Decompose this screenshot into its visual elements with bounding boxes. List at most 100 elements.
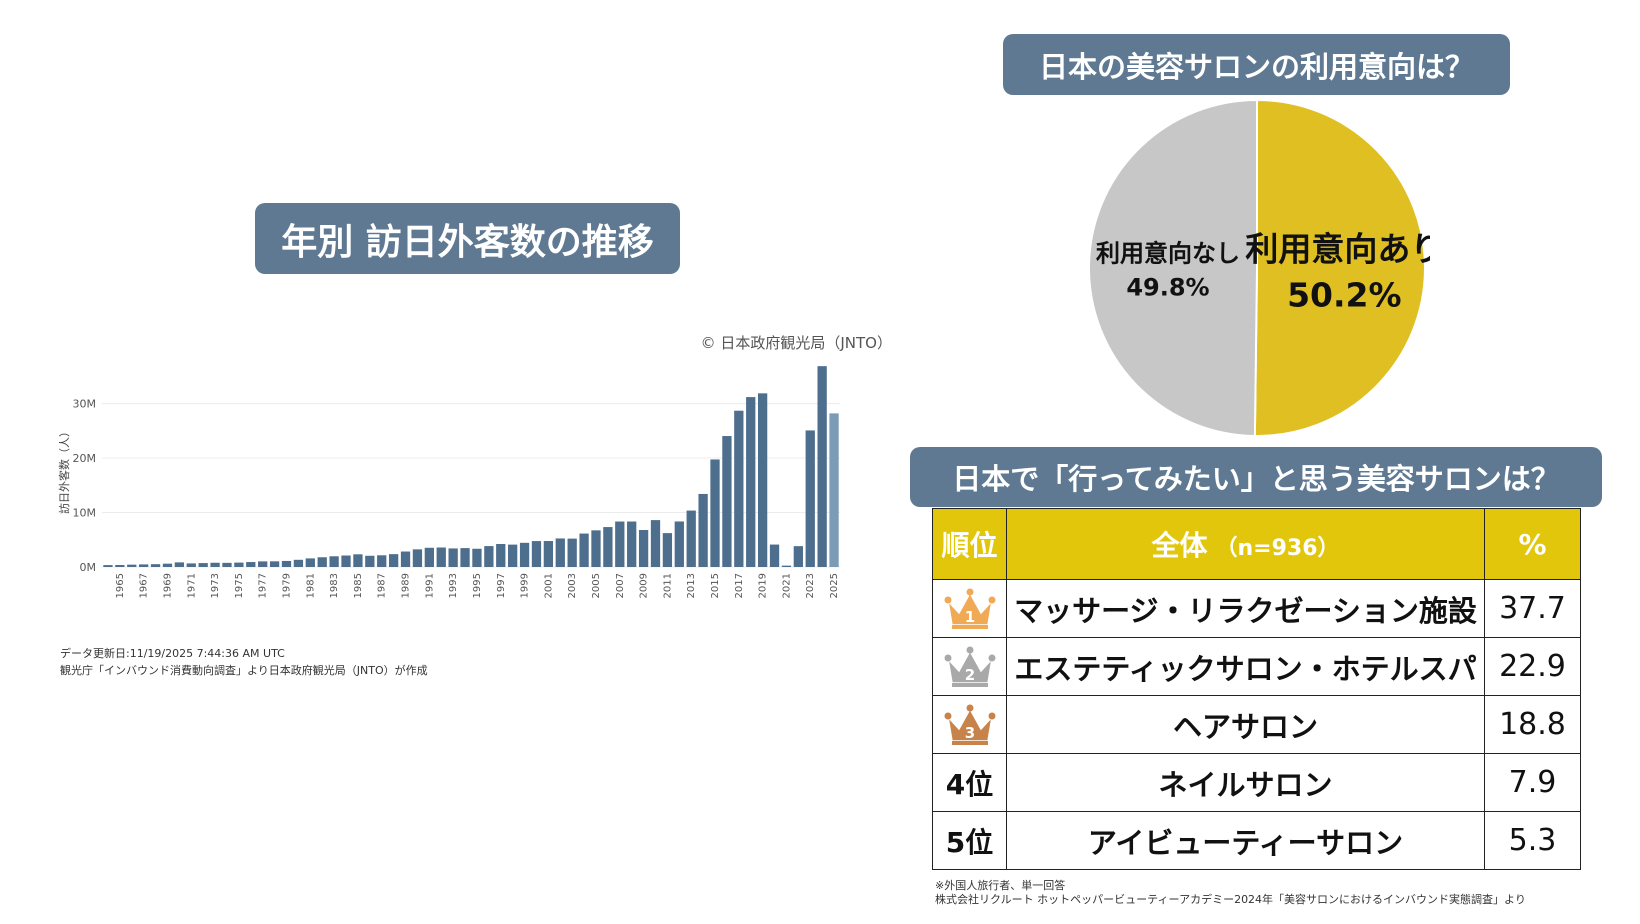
percent-cell: 7.9: [1484, 753, 1581, 812]
x-tick-label: 1985: [353, 573, 364, 598]
pie-slice-label: 利用意向あり: [1245, 230, 1430, 269]
bar: [293, 559, 304, 567]
x-tick-label: 2025: [829, 573, 840, 598]
bar: [769, 544, 780, 567]
x-tick-label: 1987: [377, 573, 388, 598]
x-tick-label: 1977: [258, 573, 269, 598]
y-axis-ticks: 0M 10M 20M 30M: [73, 398, 97, 574]
bar-chart-title: 年別 訪日外客数の推移: [255, 203, 680, 274]
x-tick-label: 1967: [139, 573, 150, 598]
table-row: 5位 アイビューティーサロン 5.3: [932, 811, 1581, 870]
salon-type-cell: ネイルサロン: [1006, 753, 1485, 812]
bar: [103, 565, 113, 567]
x-tick-label: 1973: [210, 573, 221, 598]
bar: [222, 562, 232, 567]
table-title: 日本で「行ってみたい」と思う美容サロンは？: [910, 447, 1602, 507]
x-tick-label: 1989: [401, 573, 412, 598]
pie-slice-value: 49.8%: [1126, 273, 1209, 301]
header-all: 全体 （n=936）: [1006, 508, 1485, 580]
bar: [234, 562, 244, 567]
header-percent: %: [1484, 508, 1581, 580]
x-tick-label: 2021: [781, 573, 792, 598]
x-tick-label: 2013: [686, 573, 697, 598]
bar: [139, 564, 149, 567]
bar: [400, 551, 411, 567]
pie-slice-label: 利用意向なし: [1096, 239, 1240, 267]
bar: [281, 560, 292, 567]
update-date-note: データ更新日:11/19/2025 7:44:36 AM UTC: [60, 647, 285, 660]
x-tick-label: 1999: [520, 573, 531, 598]
header-all-sample: （n=936）: [1215, 536, 1340, 561]
table-row: 3 ヘアサロン 18.8: [932, 695, 1581, 754]
x-tick-label: 2001: [543, 573, 554, 598]
bar: [817, 366, 827, 567]
percent-cell: 37.7: [1484, 579, 1581, 638]
bar: [638, 530, 649, 567]
salon-type-cell: エステティックサロン・ホテルスパ: [1006, 637, 1485, 696]
percent-cell: 22.9: [1484, 637, 1581, 696]
bar: [781, 565, 792, 567]
bar: [353, 554, 363, 567]
x-tick-label: 1991: [424, 573, 435, 598]
table-source-note: 株式会社リクルート ホットペッパービューティーアカデミー2024年「美容サロンに…: [935, 893, 1526, 906]
table-footnote: ※外国人旅行者、単一回答: [935, 879, 1066, 892]
table-row: 4位 ネイルサロン 7.9: [932, 753, 1581, 812]
x-tick-label: 1995: [472, 573, 483, 598]
x-axis-ticks: 1965 1967 1969 1971 1973 1975 1977 1979 1981 1983…: [115, 573, 840, 598]
pie-slice: [1253, 98, 1426, 437]
x-tick-label: 1993: [448, 573, 459, 598]
x-tick-label: 1969: [162, 573, 173, 598]
bar: [615, 521, 625, 567]
bar: [746, 397, 756, 567]
x-tick-label: 2011: [662, 573, 673, 598]
bar: [115, 564, 125, 567]
x-tick-label: 2009: [639, 573, 650, 598]
bar: [365, 555, 375, 567]
x-tick-label: 1983: [329, 573, 340, 598]
x-tick-label: 1965: [115, 573, 126, 598]
x-tick-label: 2019: [758, 573, 769, 598]
bar: [603, 527, 613, 567]
bar: [436, 547, 446, 567]
salon-type-cell: アイビューティーサロン: [1006, 811, 1485, 870]
svg-text:2: 2: [964, 666, 974, 684]
rank-cell: 5位: [932, 811, 1007, 870]
x-tick-label: 1979: [282, 573, 293, 598]
table-header-row: 順位 全体 （n=936） %: [932, 508, 1581, 580]
y-tick-label: 20M: [73, 452, 97, 465]
x-tick-label: 1975: [234, 573, 245, 598]
salon-ranking-table: 順位 全体 （n=936） % 1 マッサージ・リラクゼーション施設 37.7: [932, 508, 1581, 870]
bar: [519, 542, 530, 567]
bar: [341, 555, 351, 567]
x-tick-label: 2023: [805, 573, 816, 598]
x-tick-label: 2017: [734, 573, 745, 598]
pie-slice-value: 50.2%: [1287, 276, 1402, 315]
x-tick-label: 2007: [615, 573, 626, 598]
bar: [508, 544, 518, 567]
x-tick-label: 2015: [710, 573, 721, 598]
percent-cell: 5.3: [1484, 811, 1581, 870]
table-row: 2 エステティックサロン・ホテルスパ 22.9: [932, 637, 1581, 696]
bar: [258, 561, 268, 567]
bar: [829, 413, 839, 567]
bar: [674, 521, 684, 567]
bar: [210, 562, 220, 567]
header-rank: 順位: [932, 508, 1007, 580]
bar: [127, 564, 137, 567]
crown-icon: 3: [943, 703, 997, 747]
bar: [555, 538, 565, 567]
bar: [472, 548, 482, 567]
bar: [150, 564, 161, 567]
crown-icon: 2: [943, 645, 997, 689]
source-note: 観光庁「インバウンド消費動向調査」より日本政府観光局（JNTO）が作成: [60, 664, 428, 677]
bar: [734, 410, 744, 567]
rank-cell: 1: [932, 579, 1007, 638]
bar: [269, 561, 280, 567]
bar: [317, 557, 327, 567]
bar: [531, 541, 542, 567]
bar: [496, 544, 506, 567]
pie-slice: [1088, 98, 1258, 438]
bar: [377, 555, 387, 567]
bar: [591, 530, 601, 567]
rank-cell: 2: [932, 637, 1007, 696]
